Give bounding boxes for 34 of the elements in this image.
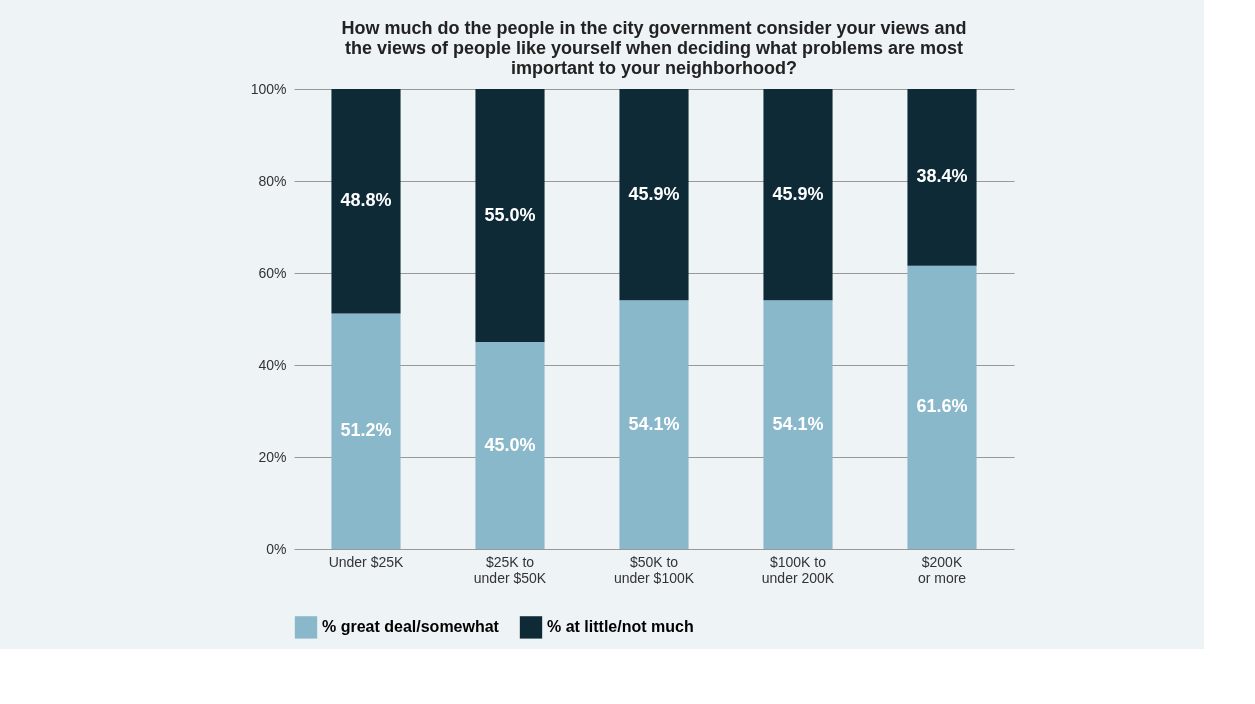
bar (763, 300, 833, 549)
y-tick-label: 20% (258, 448, 287, 465)
data-label: 54.1% (772, 413, 824, 434)
data-label: 45.0% (484, 434, 536, 455)
bar (907, 265, 977, 549)
y-tick-label: 100% (250, 80, 287, 97)
bar (331, 89, 401, 314)
data-label: 51.2% (340, 420, 392, 441)
x-tick-label: Under $25K (328, 553, 405, 570)
bar (619, 300, 689, 549)
x-tick-label: $200K or more (917, 553, 967, 586)
bar (763, 89, 833, 301)
y-tick-label: 60% (258, 264, 287, 281)
data-label: 55.0% (484, 204, 536, 225)
chart-title: How much do the people in the city government consider your views and the views of people like yourself when deciding what problems are most important to your neighborhood? (341, 18, 967, 78)
y-tick-label: 80% (258, 172, 287, 189)
data-label: 48.8% (340, 190, 392, 211)
bar (475, 342, 545, 549)
legend-label: % at little/not much (547, 618, 694, 636)
y-tick-label: 40% (258, 356, 287, 373)
bar (619, 89, 689, 301)
data-label: 45.9% (772, 183, 824, 204)
x-tick-label: $25K to under $50K (473, 553, 547, 586)
data-label: 45.9% (628, 183, 680, 204)
y-tick-label: 0% (266, 540, 287, 557)
data-label: 38.4% (916, 166, 968, 187)
x-tick-label: $100K to under 200K (761, 553, 835, 586)
bar (475, 89, 545, 342)
bar (331, 313, 401, 549)
x-tick-label: $50K to under $100K (613, 553, 695, 586)
data-label: 54.1% (628, 413, 680, 434)
data-label: 61.6% (916, 396, 968, 417)
bar (907, 89, 977, 266)
legend-label: % great deal/somewhat (322, 618, 500, 636)
